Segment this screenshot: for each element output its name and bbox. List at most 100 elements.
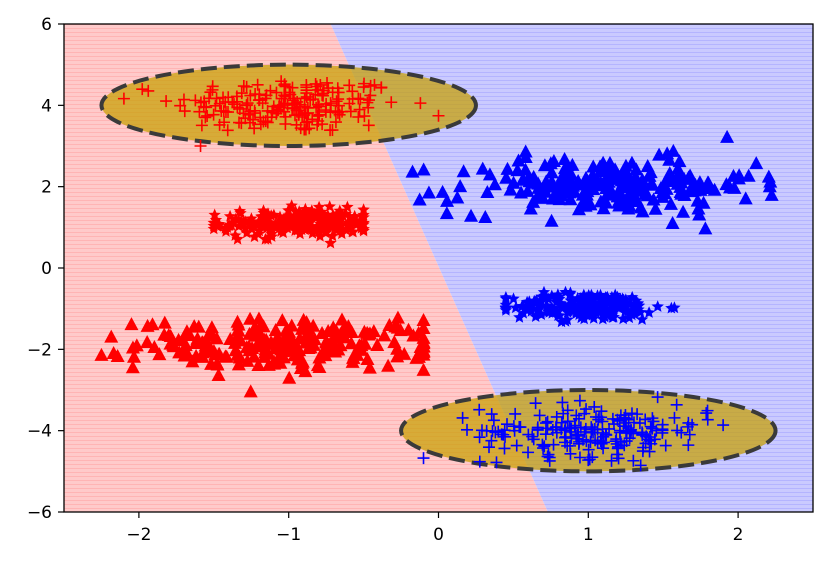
blue-plus-point <box>456 411 469 424</box>
covariance-ellipse-2 <box>399 388 778 474</box>
red-star-point <box>309 211 323 224</box>
red-triangle-point <box>390 310 405 324</box>
blue-triangle-point <box>555 168 570 182</box>
red-star-point <box>229 229 242 241</box>
red-plus-point <box>160 95 173 108</box>
red-triangle-point <box>276 350 291 364</box>
blue-triangle-point <box>440 193 455 207</box>
blue-plus-point <box>539 417 552 430</box>
blue-plus-point <box>417 452 430 465</box>
red-plus-point <box>267 100 280 113</box>
red-star-point <box>208 208 221 221</box>
red-triangle-point <box>416 336 431 350</box>
red-plus-point <box>240 80 253 93</box>
blue-plus-point <box>634 459 647 472</box>
blue-star-point <box>578 307 592 320</box>
y-tick-label: 6 <box>41 15 52 35</box>
blue-plus-point <box>605 454 618 467</box>
red-plus-point <box>286 102 299 115</box>
blue-star-point <box>499 292 513 305</box>
blue-plus-point <box>570 429 583 442</box>
blue-plus-point <box>498 442 511 455</box>
blue-triangle-point <box>644 177 659 191</box>
red-star-point <box>326 229 339 242</box>
blue-triangle-point <box>701 175 716 189</box>
blue-plus-point <box>618 416 631 429</box>
blue-triangle-point <box>727 180 742 194</box>
blue-star-point <box>525 304 538 317</box>
blue-plus-point <box>675 426 688 439</box>
red-star-point <box>299 202 312 215</box>
blue-triangle-point <box>412 192 427 206</box>
blue-plus-point <box>543 454 556 467</box>
red-plus-point <box>414 97 427 110</box>
blue-plus-point <box>639 413 652 426</box>
blue-triangle-point <box>563 192 578 206</box>
blue-star-point <box>587 311 600 324</box>
red-plus-point <box>221 124 234 137</box>
red-triangle-point <box>182 328 197 342</box>
red-plus-point <box>343 79 356 92</box>
x-tick-label: 1 <box>583 525 594 545</box>
blue-triangle-point <box>749 156 764 170</box>
red-plus-point <box>260 89 273 102</box>
blue-plus-point <box>547 438 560 451</box>
red-plus-point <box>261 116 274 129</box>
red-triangle-point <box>210 356 225 370</box>
blue-plus-point <box>522 446 535 459</box>
red-plus-point <box>361 96 374 109</box>
blue-star-point <box>578 312 591 325</box>
red-plus-point <box>194 140 207 152</box>
red-star-point <box>212 218 225 230</box>
blue-plus-point <box>572 412 585 425</box>
blue-plus-point <box>683 428 696 441</box>
blue-plus-point <box>578 407 591 420</box>
red-plus-point <box>279 90 292 103</box>
blue-triangle-point <box>514 185 529 199</box>
blue-plus-point <box>510 439 523 452</box>
blue-plus-point <box>529 397 542 410</box>
red-triangle-point <box>416 313 431 327</box>
red-star-point <box>261 207 275 219</box>
red-triangle-point <box>147 339 162 353</box>
red-plus-point <box>432 109 445 122</box>
blue-triangle-point <box>640 158 655 172</box>
red-plus-point <box>117 92 130 105</box>
red-plus-point <box>277 105 290 118</box>
decision-regions <box>64 24 813 512</box>
blue-triangle-point <box>540 179 555 193</box>
blue-plus-point <box>483 441 496 454</box>
blue-triangle-point <box>665 216 680 230</box>
blue-triangle-point <box>692 207 707 221</box>
red-plus-point <box>300 78 313 91</box>
red-plus-point <box>291 95 304 108</box>
blue-plus-point <box>613 424 626 437</box>
blue-star-point <box>609 298 623 311</box>
blue-plus-point <box>501 418 514 431</box>
blue-triangle-point <box>544 165 559 179</box>
red-star-point <box>357 211 370 223</box>
blue-plus-point <box>473 403 486 416</box>
blue-triangle-point <box>614 180 629 194</box>
red-plus-point <box>364 79 377 92</box>
blue-star-point <box>635 313 649 325</box>
blue-plus-point <box>625 407 638 420</box>
blue-plus-point <box>563 421 576 434</box>
blue-plus-point <box>701 413 714 426</box>
red-plus-point <box>316 118 329 131</box>
blue-star-point <box>642 306 656 318</box>
blue-star-point <box>572 299 585 312</box>
red-plus-point <box>278 89 291 102</box>
blue-plus-point <box>574 421 587 434</box>
blue-triangle-point <box>659 173 674 187</box>
red-star-point <box>291 218 304 230</box>
red-triangle-point <box>191 319 206 333</box>
red-star-point <box>253 224 266 237</box>
blue-plus-point <box>489 426 502 439</box>
blue-plus-point <box>611 448 624 461</box>
blue-triangle-point <box>565 178 580 192</box>
blue-plus-point <box>514 421 527 434</box>
blue-triangle-point <box>529 190 544 204</box>
blue-plus-point <box>487 414 500 427</box>
